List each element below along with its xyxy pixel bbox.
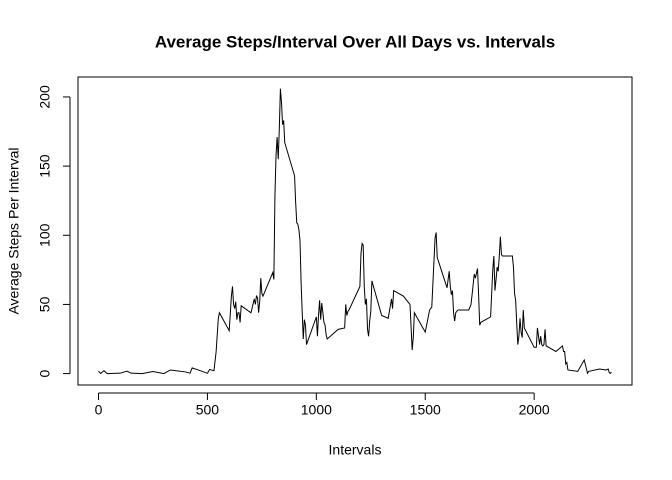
y-axis-label: Average Steps Per Interval: [6, 147, 22, 314]
x-tick-label: 1500: [410, 402, 441, 418]
plot-box: [77, 76, 633, 386]
y-tick-label: 100: [37, 223, 53, 247]
x-axis-label: Intervals: [329, 442, 382, 458]
y-tick-label: 200: [37, 85, 53, 109]
x-tick-label: 2000: [519, 402, 550, 418]
x-tick-label: 500: [196, 402, 220, 418]
y-tick-label: 150: [37, 154, 53, 178]
y-tick-label: 0: [37, 369, 53, 377]
x-tick-label: 1000: [301, 402, 332, 418]
y-tick-label: 50: [37, 296, 53, 312]
data-line: [98, 88, 612, 375]
x-tick-label: 0: [95, 402, 103, 418]
chart-title: Average Steps/Interval Over All Days vs.…: [155, 32, 555, 51]
